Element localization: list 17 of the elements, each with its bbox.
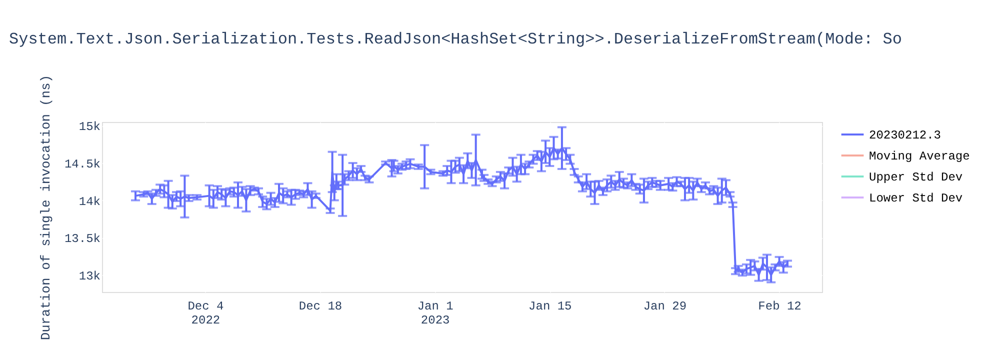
y-tick-label: 15k [78,120,100,134]
y-tick-label: 13k [78,269,100,284]
x-tick-label: Dec 18 [298,300,342,314]
y-axis-title: Duration of single invocation (ns) [38,74,54,340]
y-tick-label: 13.5k [64,232,100,246]
x-tick-label: Jan 15 [528,300,572,314]
chart-title: System.Text.Json.Serialization.Tests.ReadJson<HashSet<String>>.DeserializeFromStream(Mode: So [8,30,902,48]
x-tick-label: Jan 1 2023 [417,300,454,328]
legend-label: Moving Average [869,150,970,164]
x-tick-label: Dec 4 2022 [188,300,224,328]
legend-label: Lower Std Dev [869,192,963,206]
legend-label: Upper Std Dev [869,170,963,184]
legend-label: 20230212.3 [869,128,942,142]
y-tick-label: 14.5k [64,158,100,172]
x-tick-label: Feb 12 [758,300,802,314]
x-tick-label: Jan 29 [643,300,687,314]
y-tick-label: 14k [78,194,100,209]
